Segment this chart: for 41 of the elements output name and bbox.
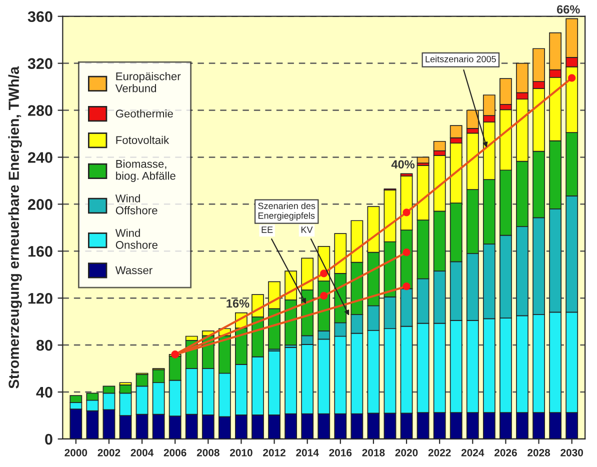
x-tick-label: 2026 <box>494 448 517 456</box>
legend-label: Wind Onshore <box>115 228 158 249</box>
y-tick-label: 160 <box>28 246 52 257</box>
y-tick-label: 320 <box>28 58 52 70</box>
legend-label: Wasser <box>115 266 152 274</box>
x-tick-label: 2024 <box>461 448 484 456</box>
annotation: Szenarien des Energiegipfels <box>258 202 316 221</box>
y-tick-label: 40 <box>36 386 52 398</box>
x-tick-label: 2004 <box>130 448 154 456</box>
annotation: KV <box>301 226 313 233</box>
annotation: 66% <box>556 5 580 14</box>
y-tick-label: 360 <box>28 11 52 22</box>
x-tick-label: 2002 <box>98 448 120 456</box>
annotation: Leitszenario 2005 <box>426 56 496 62</box>
x-tick-label: 2028 <box>528 448 550 456</box>
legend-label: Biomasse, biog. Abfälle <box>116 160 176 182</box>
x-tick-label: 2022 <box>428 448 451 456</box>
y-tick-label: 0 <box>45 434 52 445</box>
y-tick-label: 80 <box>36 340 52 351</box>
x-tick-label: 2016 <box>329 448 352 456</box>
legend-label: Fotovoltaik <box>116 136 170 144</box>
x-tick-label: 2018 <box>362 448 385 456</box>
legend-label: Geothermie <box>116 109 173 118</box>
y-tick-label: 280 <box>28 105 52 116</box>
y-axis-title: Stromerzeugung erneuerbare Energien, TWh/a <box>8 66 22 388</box>
x-tick-label: 2014 <box>296 448 319 456</box>
x-tick-label: 2012 <box>263 448 286 456</box>
annotation: 40% <box>391 160 415 169</box>
x-tick-label: 2010 <box>230 448 252 456</box>
x-tick-label: 2020 <box>395 448 418 456</box>
y-tick-label: 200 <box>28 199 52 210</box>
x-tick-label: 2008 <box>196 448 220 456</box>
annotation: 16% <box>226 299 250 308</box>
y-tick-label: 120 <box>28 292 52 304</box>
x-tick-label: 2000 <box>64 448 88 456</box>
x-tick-label: 2030 <box>560 448 583 456</box>
legend-label: Europäischer Verbund <box>115 72 181 92</box>
legend-label: Wind Offshore <box>115 194 158 214</box>
y-tick-label: 240 <box>28 152 52 163</box>
annotation: EE <box>262 226 273 233</box>
x-tick-label: 2006 <box>164 448 186 456</box>
